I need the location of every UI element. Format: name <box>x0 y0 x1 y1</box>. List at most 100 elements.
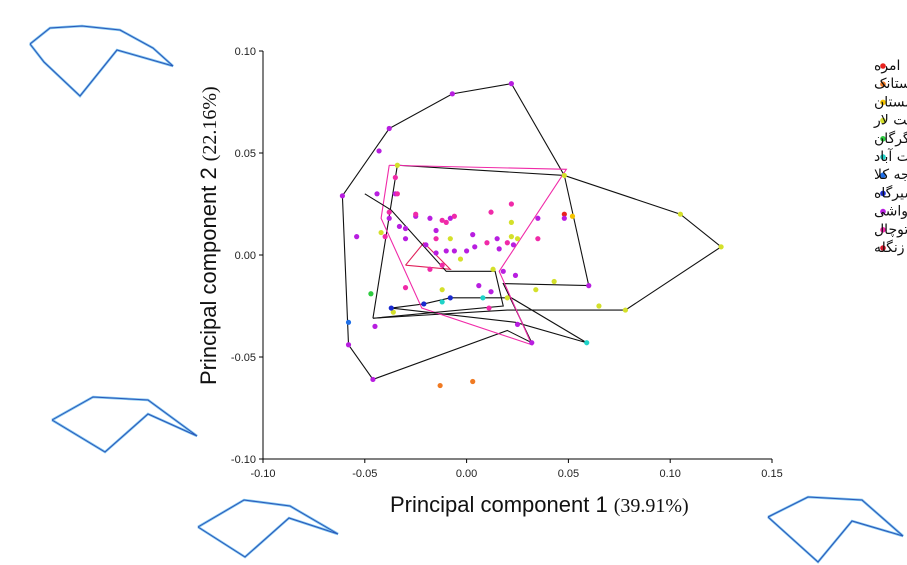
data-point <box>345 342 352 348</box>
data-point <box>464 248 470 254</box>
data-point <box>508 201 514 207</box>
data-point <box>368 291 374 297</box>
data-point <box>561 172 567 179</box>
data-point <box>586 283 592 289</box>
data-point <box>423 242 429 248</box>
data-point <box>402 225 409 232</box>
data-point <box>386 209 392 215</box>
data-point <box>535 215 541 221</box>
data-point <box>451 213 457 219</box>
data-point <box>496 246 502 252</box>
landmark-thumbnail-middle-left <box>51 395 198 454</box>
x-tick-label: 0.05 <box>558 468 579 480</box>
data-point <box>449 91 455 97</box>
data-point <box>718 244 724 250</box>
data-point <box>512 272 519 278</box>
data-point <box>529 340 535 346</box>
y-axis-ticks: 0.10 0.05 0.00 -0.05 -0.10 <box>231 46 263 466</box>
data-point <box>486 305 492 311</box>
data-point <box>392 174 398 181</box>
legend-marker <box>880 208 886 215</box>
data-point <box>561 211 567 217</box>
data-point <box>439 299 445 305</box>
data-point <box>378 229 384 236</box>
data-point <box>470 378 476 385</box>
data-point <box>421 301 427 307</box>
hull-polygon <box>405 241 452 270</box>
data-point <box>508 81 514 87</box>
legend-label: پل زنگله <box>874 239 907 256</box>
legend-marker <box>880 190 886 197</box>
data-point <box>447 215 453 221</box>
y-axis-percent: (22.16%) <box>199 86 221 161</box>
data-point <box>504 295 510 301</box>
legend-label: امره <box>874 58 900 74</box>
landmark-thumbnail-bottom-right <box>767 495 904 564</box>
data-point <box>451 248 457 254</box>
data-point <box>500 268 506 274</box>
legend-label: برنجستانک <box>874 76 907 92</box>
data-point <box>476 283 482 289</box>
data-point <box>443 248 449 254</box>
data-point <box>677 211 683 217</box>
data-point <box>551 278 557 285</box>
data-point <box>433 227 439 234</box>
data-point <box>376 148 382 154</box>
data-point <box>388 305 394 311</box>
legend-label: رویان و خواجه کلا <box>874 167 907 183</box>
data-point <box>443 219 449 225</box>
y-axis-title: Principal component 2 <box>196 167 221 385</box>
data-point <box>437 382 443 389</box>
data-point <box>427 215 433 221</box>
data-point <box>584 340 590 346</box>
data-point <box>439 217 445 223</box>
data-point <box>569 213 576 219</box>
x-axis-label: Principal component 1 (39.91%) <box>390 492 689 517</box>
x-tick-label: 0.00 <box>456 468 477 480</box>
data-point <box>490 266 496 272</box>
hull-polygons <box>341 83 723 381</box>
x-axis-title: Principal component 1 <box>390 492 608 517</box>
x-tick-label: -0.05 <box>352 468 377 480</box>
data-point <box>382 234 388 240</box>
data-point <box>370 376 376 383</box>
data-point <box>433 250 439 256</box>
data-point <box>514 321 521 327</box>
data-point <box>413 211 419 217</box>
y-tick-label: 0.10 <box>235 46 256 58</box>
data-point <box>354 234 360 240</box>
legend-marker <box>880 227 886 233</box>
data-point <box>433 236 439 242</box>
y-axis-label: Principal component 2 (22.16%) <box>196 86 221 385</box>
data-point <box>427 266 433 272</box>
data-point <box>488 289 494 295</box>
data-point <box>472 244 478 250</box>
legend-label: جنت آباد <box>874 148 907 165</box>
data-point <box>494 236 500 242</box>
data-point <box>533 287 539 293</box>
data-point <box>439 287 445 293</box>
data-point <box>504 240 510 246</box>
hull-polygon <box>372 164 723 319</box>
x-tick-label: 0.10 <box>659 468 680 480</box>
data-point <box>484 240 490 246</box>
legend-label: شیرگاه <box>874 184 907 201</box>
landmark-thumbnail-bottom-center <box>197 498 339 559</box>
legend-label: دشت لار <box>873 113 907 129</box>
data-point <box>374 191 380 197</box>
data-point <box>394 191 400 197</box>
y-tick-label: 0.05 <box>235 148 256 160</box>
x-axis-ticks: -0.10 -0.05 0.00 0.05 0.10 0.15 <box>250 459 783 480</box>
data-point <box>402 236 409 242</box>
legend-marker <box>880 136 886 142</box>
hull-polygon <box>364 193 504 319</box>
y-tick-label: -0.10 <box>231 454 256 466</box>
data-point <box>508 234 514 240</box>
data-point <box>386 125 392 132</box>
data-point <box>514 236 521 242</box>
data-point <box>480 295 486 301</box>
x-axis-percent: (39.91%) <box>614 495 689 517</box>
legend-marker <box>880 117 886 124</box>
landmark-thumbnail-top-left <box>29 24 174 98</box>
